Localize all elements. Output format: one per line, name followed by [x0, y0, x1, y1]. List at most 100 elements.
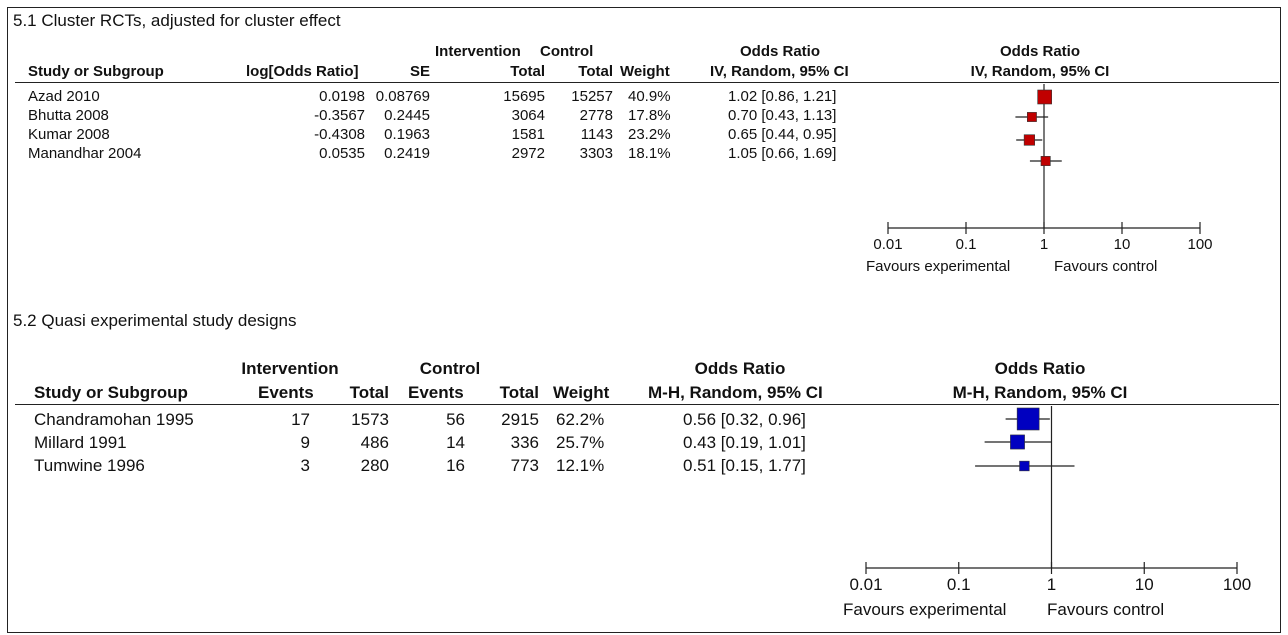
- header-control-group: Control: [419, 359, 481, 378]
- int-total: 2972: [511, 145, 545, 162]
- or-ci: 0.43 [0.19, 1.01]: [683, 433, 806, 452]
- header-log-or: log[Odds Ratio]: [246, 63, 359, 80]
- study-name: Kumar 2008: [28, 126, 110, 143]
- header-ctrl-events: Events: [408, 383, 464, 402]
- study-name: Manandhar 2004: [28, 145, 142, 162]
- or-ci: 0.56 [0.32, 0.96]: [683, 410, 806, 429]
- point-estimate-square: [1019, 460, 1030, 472]
- x-axis-tick-label: 10: [1114, 236, 1131, 253]
- point-estimate-square: [1016, 407, 1040, 431]
- header-rule: [15, 404, 1279, 405]
- point-estimate-square: [1023, 134, 1035, 146]
- header-ctrl-total: Total: [499, 383, 539, 402]
- header-or-method: IV, Random, 95% CI: [710, 63, 849, 80]
- or-ci: 0.51 [0.15, 1.77]: [683, 456, 806, 475]
- header-plot-odds-ratio: Odds Ratio: [999, 43, 1080, 60]
- weight: 18.1%: [628, 145, 671, 162]
- favours-control-label: Favours control: [1047, 600, 1165, 619]
- weight: 23.2%: [628, 126, 671, 143]
- int-total: 486: [360, 433, 389, 452]
- study-name: Bhutta 2008: [28, 107, 109, 124]
- ctrl-events: 14: [446, 433, 465, 452]
- log-or: 0.0535: [319, 145, 365, 162]
- or-ci: 1.05 [0.66, 1.69]: [728, 145, 837, 162]
- weight: 12.1%: [556, 456, 605, 475]
- panel-title: 5.2 Quasi experimental study designs: [13, 311, 297, 330]
- header-ctrl-total: Total: [578, 63, 613, 80]
- or-ci: 0.65 [0.44, 0.95]: [728, 126, 837, 143]
- figure-frame: [7, 7, 1281, 633]
- header-study: Study or Subgroup: [28, 63, 164, 80]
- header-plot-method: IV, Random, 95% CI: [970, 63, 1110, 80]
- weight: 17.8%: [628, 107, 671, 124]
- study-name: Chandramohan 1995: [34, 410, 194, 429]
- header-control-group: Control: [540, 43, 594, 60]
- header-int-total: Total: [349, 383, 389, 402]
- x-axis-tick-label: 100: [1223, 575, 1251, 594]
- or-ci: 1.02 [0.86, 1.21]: [728, 88, 837, 105]
- x-axis-tick-label: 0.1: [947, 575, 971, 594]
- header-intervention-group: Intervention: [435, 43, 521, 60]
- ctrl-total: 773: [510, 456, 539, 475]
- ctrl-events: 16: [446, 456, 465, 475]
- x-axis-tick-label: 10: [1135, 575, 1154, 594]
- x-axis-tick-label: 1: [1040, 236, 1048, 253]
- study-name: Azad 2010: [28, 88, 100, 105]
- favours-control-label: Favours control: [1054, 258, 1158, 275]
- int-events: 17: [291, 410, 310, 429]
- point-estimate-square: [1037, 89, 1052, 105]
- point-estimate-square: [1040, 156, 1051, 166]
- int-total: 280: [360, 456, 389, 475]
- weight: 40.9%: [628, 88, 671, 105]
- se: 0.1963: [384, 126, 430, 143]
- favours-experimental-label: Favours experimental: [843, 600, 1007, 619]
- header-weight: Weight: [620, 63, 670, 80]
- x-axis-tick-label: 1: [1047, 575, 1056, 594]
- ctrl-total: 1143: [580, 126, 613, 143]
- header-int-total: Total: [510, 63, 545, 80]
- weight: 25.7%: [556, 433, 605, 452]
- int-total: 1581: [511, 126, 545, 143]
- x-axis-tick-label: 0.01: [873, 236, 902, 253]
- x-axis-tick-label: 100: [1187, 236, 1212, 253]
- header-weight: Weight: [553, 383, 610, 402]
- header-intervention-group: Intervention: [241, 359, 339, 378]
- log-or: -0.3567: [314, 107, 365, 124]
- header-plot-method: M-H, Random, 95% CI: [952, 383, 1128, 402]
- point-estimate-square: [1026, 112, 1037, 122]
- study-name: Millard 1991: [34, 433, 127, 452]
- ctrl-total: 336: [510, 433, 539, 452]
- header-odds-ratio: Odds Ratio: [739, 43, 820, 60]
- se: 0.2419: [384, 145, 430, 162]
- log-or: -0.4308: [314, 126, 365, 143]
- int-total: 15695: [503, 88, 545, 105]
- favours-experimental-label: Favours experimental: [866, 258, 1011, 275]
- header-or-method: M-H, Random, 95% CI: [648, 383, 823, 402]
- header-study: Study or Subgroup: [34, 383, 188, 402]
- point-estimate-square: [1010, 434, 1025, 450]
- int-events: 3: [300, 456, 310, 475]
- ctrl-events: 56: [446, 410, 465, 429]
- header-se: SE: [409, 63, 430, 80]
- weight: 62.2%: [556, 410, 605, 429]
- int-total: 1573: [351, 410, 389, 429]
- se: 0.2445: [384, 107, 430, 124]
- header-rule: [15, 82, 1279, 83]
- panel-title: 5.1 Cluster RCTs, adjusted for cluster e…: [13, 11, 341, 30]
- ctrl-total: 2778: [579, 107, 613, 124]
- se: 0.08769: [375, 88, 430, 105]
- int-total: 3064: [511, 107, 545, 124]
- x-axis-tick-label: 0.01: [849, 575, 882, 594]
- or-ci: 0.70 [0.43, 1.13]: [728, 107, 837, 124]
- ctrl-total: 2915: [501, 410, 539, 429]
- ctrl-total: 3303: [579, 145, 613, 162]
- study-name: Tumwine 1996: [34, 456, 145, 475]
- header-plot-odds-ratio: Odds Ratio: [994, 359, 1086, 378]
- header-int-events: Events: [258, 383, 314, 402]
- x-axis-tick-label: 0.1: [956, 236, 977, 253]
- header-odds-ratio: Odds Ratio: [694, 359, 786, 378]
- ctrl-total: 15257: [571, 88, 613, 105]
- int-events: 9: [300, 433, 310, 452]
- log-or: 0.0198: [319, 88, 365, 105]
